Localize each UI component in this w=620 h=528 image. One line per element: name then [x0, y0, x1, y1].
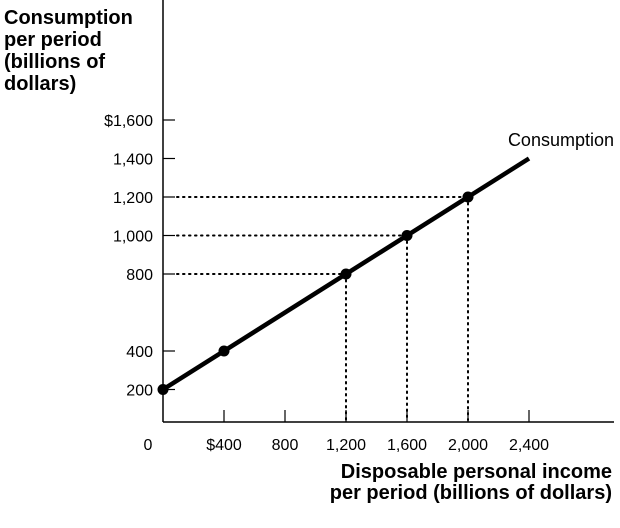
y-tick-label: $1,600: [104, 113, 153, 130]
y-tick-label: 400: [126, 344, 153, 361]
data-point: [401, 230, 413, 241]
data-point: [157, 384, 169, 395]
y-axis-title-line-3: (billions of: [4, 51, 106, 73]
series-layer: Consumption: [157, 130, 614, 395]
data-point: [462, 191, 474, 203]
x-tick-label: 1,600: [387, 437, 427, 454]
x-axis-title-line-2: per period (billions of dollars): [329, 482, 612, 504]
data-point: [340, 268, 352, 280]
x-tick-label: $400: [206, 437, 242, 454]
x-tick-label: 2,400: [509, 437, 549, 454]
y-axis-title: Consumption per period (billions of doll…: [4, 7, 164, 95]
y-tick-label: 1,000: [113, 229, 153, 246]
x-tick-label: 1,200: [326, 437, 366, 454]
x-ticks: $400 800 1,200 1,600 2,000 2,400: [206, 410, 549, 454]
y-tick-label: 1,400: [113, 152, 153, 169]
x-axis-title-line-1: Disposable personal income: [340, 461, 612, 483]
x-axis-title: Disposable personal income per period (b…: [252, 462, 612, 504]
y-axis-title-line-2: per period: [4, 29, 102, 51]
y-tick-label: 800: [126, 267, 153, 284]
y-tick-label: 200: [126, 383, 153, 400]
y-axis-title-line-1: Consumption: [4, 7, 133, 29]
dotted-guides: [176, 196, 469, 421]
origin-label: 0: [144, 437, 153, 454]
y-axis-title-line-4: dollars): [4, 73, 77, 95]
data-point: [218, 345, 230, 357]
x-tick-label: 2,000: [448, 437, 488, 454]
series-label: Consumption: [508, 130, 614, 150]
x-tick-label: 800: [272, 437, 299, 454]
y-ticks: 200 400 800 1,000 1,200 1,400 $1,600: [104, 113, 175, 400]
y-tick-label: 1,200: [113, 190, 153, 207]
